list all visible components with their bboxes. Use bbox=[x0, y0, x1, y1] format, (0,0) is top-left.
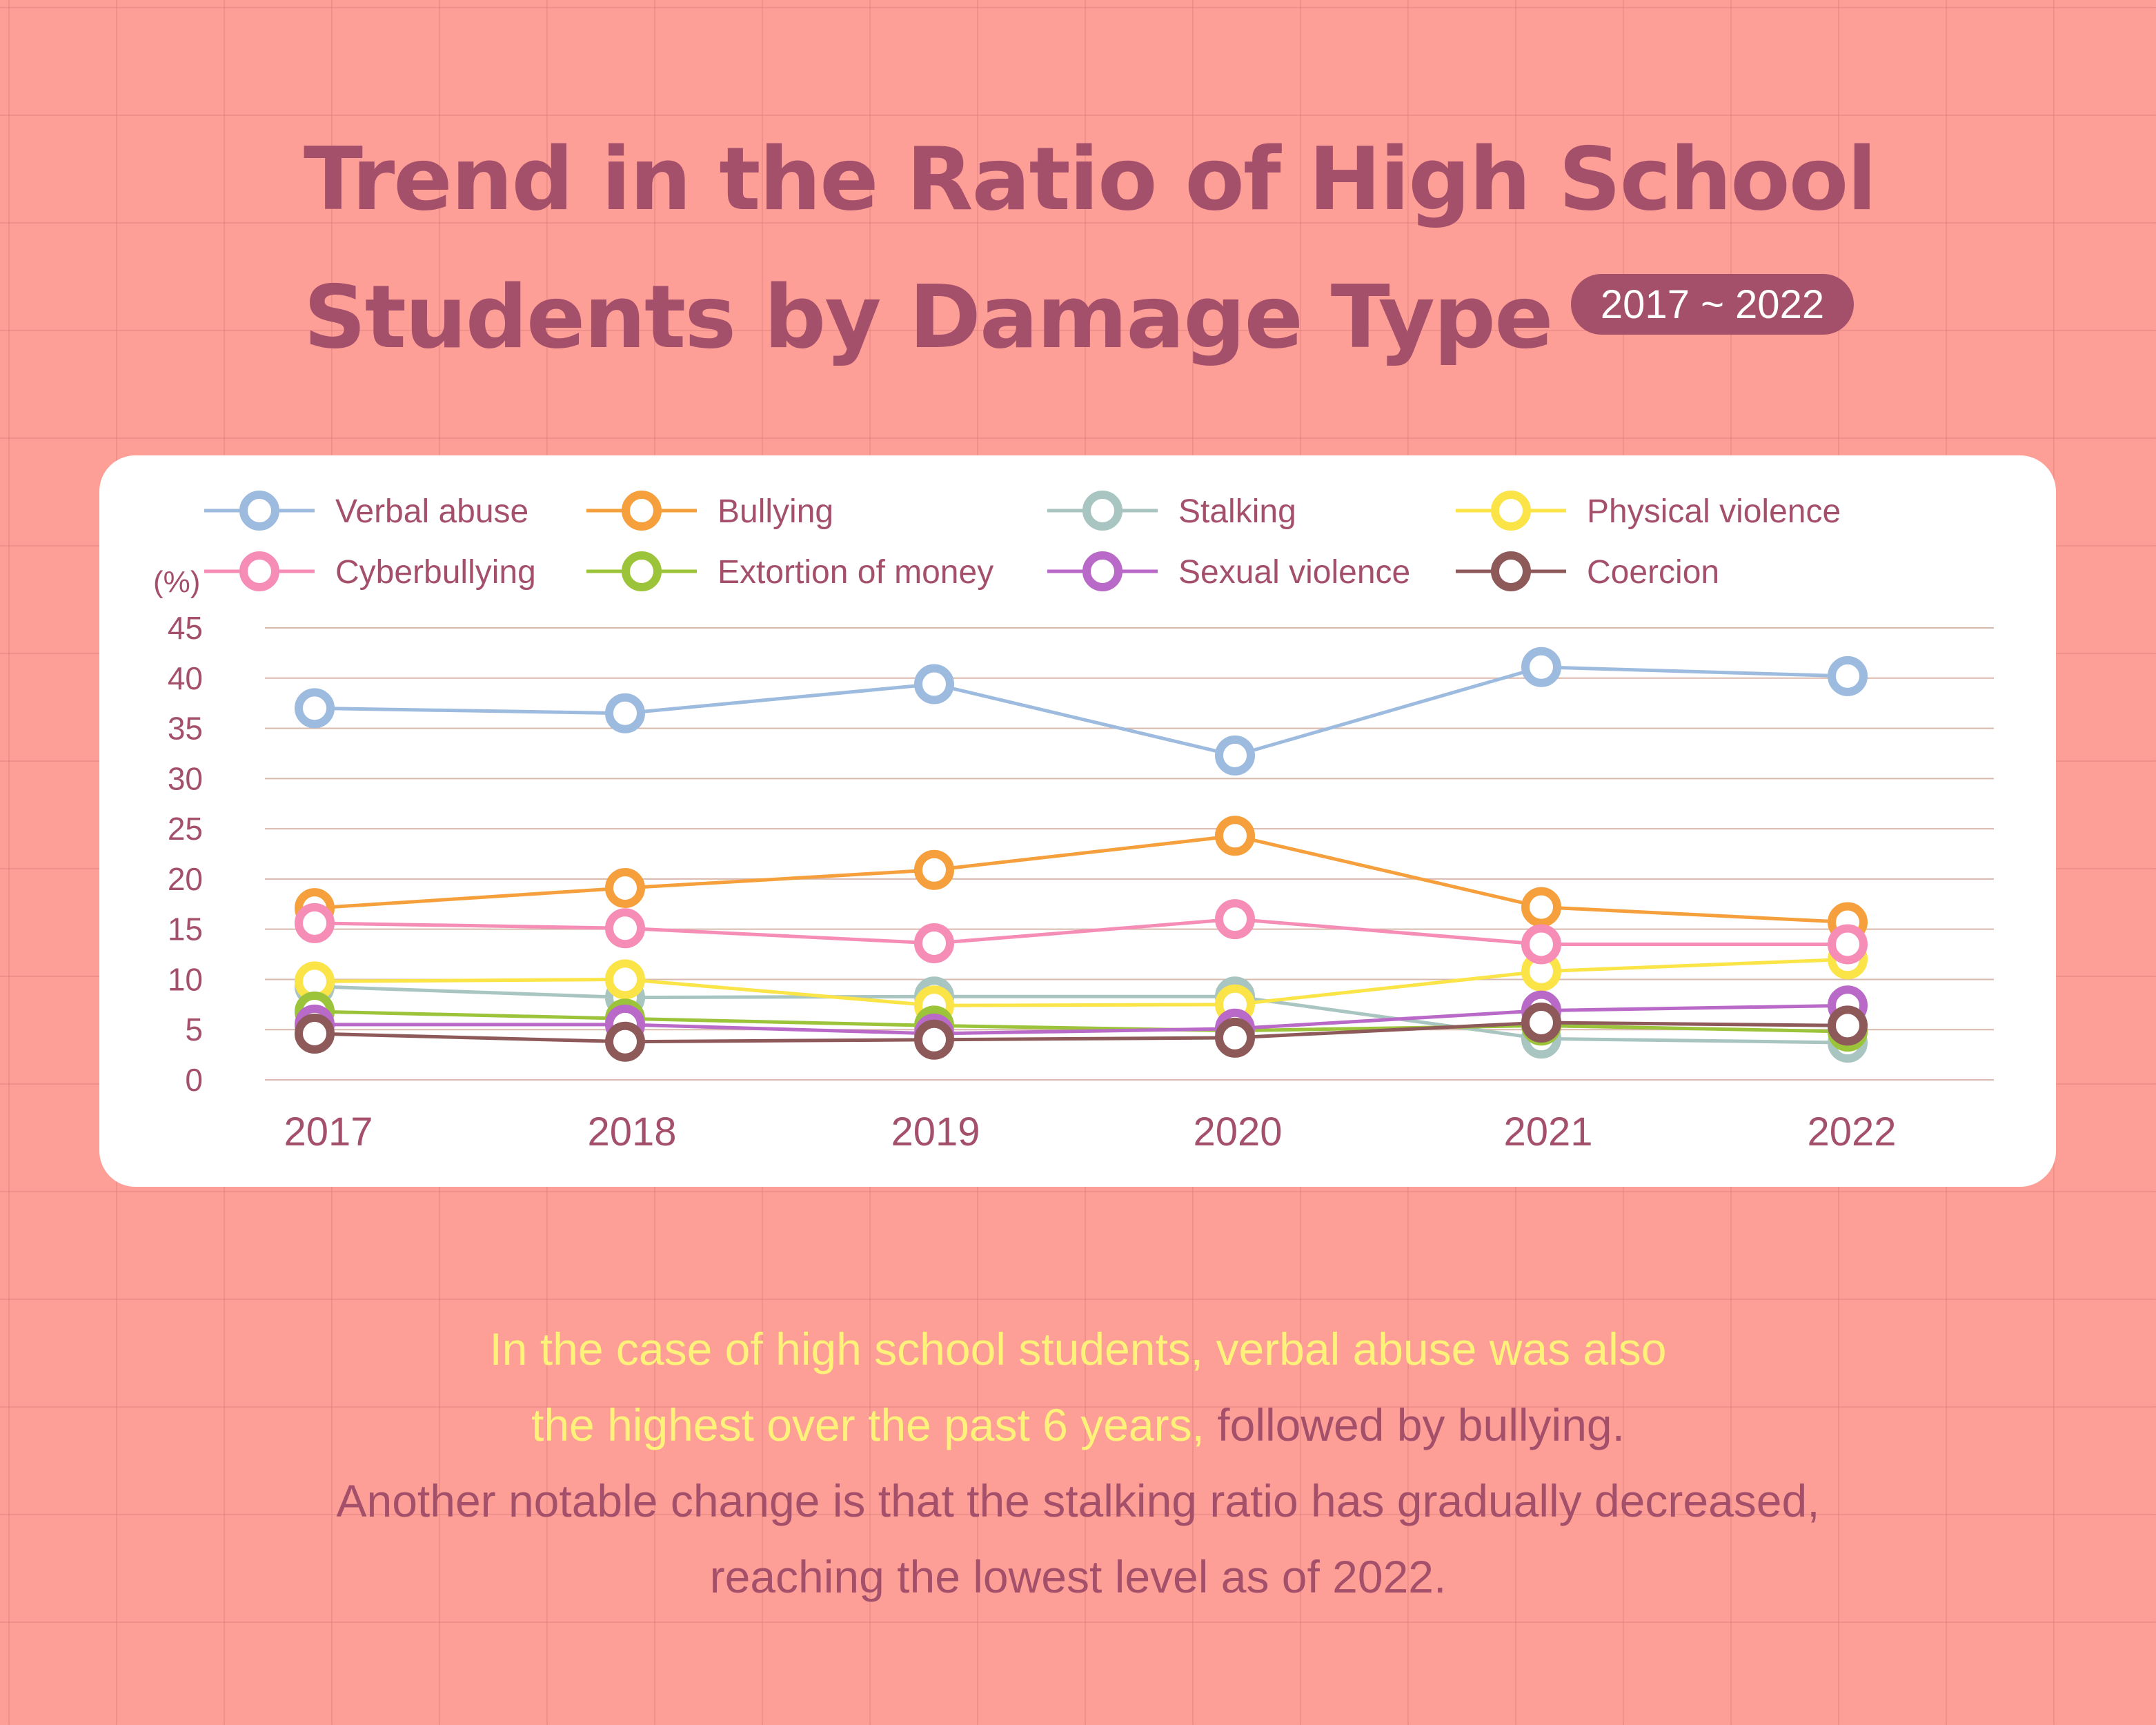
x-tick-label: 2022 bbox=[1807, 1110, 1896, 1154]
series-line bbox=[315, 1003, 1848, 1036]
data-point bbox=[295, 1014, 335, 1054]
legend-label: Stalking bbox=[1178, 493, 1296, 530]
legend-marker bbox=[622, 551, 662, 591]
y-tick-label: 40 bbox=[168, 660, 203, 696]
chart-title-line-2: Students by Damage Type bbox=[304, 266, 1554, 368]
caption-highlight-b: the highest over the past 6 years, bbox=[531, 1399, 1205, 1450]
series-line bbox=[314, 985, 1848, 1045]
legend-label: Verbal abuse bbox=[335, 493, 528, 530]
caption-paragraph-2: Another notable change is that the stalk… bbox=[0, 1463, 2156, 1615]
x-tick-label: 2020 bbox=[1193, 1110, 1282, 1154]
legend-marker bbox=[239, 551, 279, 591]
series-line bbox=[314, 1009, 1848, 1034]
data-point bbox=[1828, 924, 1868, 965]
data-point bbox=[914, 923, 954, 963]
series-line bbox=[314, 1021, 1848, 1044]
data-point bbox=[1215, 816, 1255, 856]
data-point bbox=[1521, 647, 1561, 687]
legend-item: Coercion bbox=[1456, 551, 1719, 591]
legend-label: Extortion of money bbox=[718, 554, 993, 591]
legend-marker bbox=[1082, 491, 1122, 531]
legend-item: Physical violence bbox=[1456, 491, 1841, 531]
y-tick-label: 20 bbox=[168, 861, 203, 897]
legend-marker bbox=[1491, 491, 1531, 531]
legend-marker bbox=[1082, 551, 1122, 591]
y-axis-label: (%) bbox=[153, 565, 200, 599]
data-point bbox=[1521, 924, 1561, 965]
x-tick-label: 2017 bbox=[284, 1110, 373, 1154]
data-point bbox=[605, 868, 645, 908]
y-tick-label: 30 bbox=[168, 760, 203, 796]
legend-item: Verbal abuse bbox=[204, 491, 528, 531]
data-point bbox=[1215, 899, 1255, 940]
chart-title-line-1: Trend in the Ratio of High School bbox=[304, 128, 1877, 230]
data-point bbox=[914, 664, 954, 704]
data-point bbox=[605, 959, 645, 1000]
data-point bbox=[1215, 735, 1255, 776]
series-line bbox=[314, 917, 1848, 946]
y-tick-label: 0 bbox=[185, 1062, 203, 1098]
x-tick-label: 2019 bbox=[891, 1110, 980, 1154]
data-point bbox=[1521, 887, 1561, 927]
legend-marker bbox=[622, 491, 662, 531]
chart-card: 0 5 10 15 20 25 30 35 40 45 (%) 2017 2018 2019 2020 202… bbox=[99, 455, 2056, 1187]
legend-label: Cyberbullying bbox=[335, 554, 536, 591]
data-point bbox=[914, 1019, 954, 1060]
period-badge: 2017 ~ 2022 bbox=[1571, 274, 1854, 335]
chart-title: Trend in the Ratio of High School Studen… bbox=[304, 110, 1877, 386]
x-tick-label: 2018 bbox=[587, 1110, 676, 1154]
y-tick-label: 35 bbox=[168, 711, 203, 747]
legend-item: Cyberbullying bbox=[204, 551, 536, 591]
data-point bbox=[605, 1021, 645, 1062]
data-point bbox=[605, 908, 645, 949]
legend-marker bbox=[1491, 551, 1531, 591]
data-point bbox=[1521, 1003, 1561, 1043]
data-point bbox=[1828, 656, 1868, 696]
legend-item: Extortion of money bbox=[586, 551, 993, 591]
data-point bbox=[914, 849, 954, 890]
caption-line-2: reaching the lowest level as of 2022. bbox=[709, 1551, 1447, 1602]
legend-label: Physical violence bbox=[1587, 493, 1841, 530]
data-point bbox=[295, 688, 335, 729]
legend-marker bbox=[239, 491, 279, 531]
data-point bbox=[1828, 1005, 1868, 1046]
data-point bbox=[1215, 1017, 1255, 1058]
legend-item: Stalking bbox=[1047, 491, 1296, 531]
y-tick-label: 25 bbox=[168, 811, 203, 847]
y-tick-label: 15 bbox=[168, 911, 203, 947]
legend-label: Bullying bbox=[718, 493, 833, 530]
x-tick-label: 2021 bbox=[1503, 1110, 1592, 1154]
y-tick-label: 5 bbox=[185, 1012, 203, 1047]
line-chart: 0 5 10 15 20 25 30 35 40 45 (%) 2017 2018 2019 2020 202… bbox=[153, 491, 1994, 1154]
y-tick-label: 10 bbox=[168, 961, 203, 997]
caption-highlight-a: In the case of high school students, ver… bbox=[489, 1323, 1667, 1374]
caption-paragraph-1: In the case of high school students, ver… bbox=[0, 1311, 2156, 1463]
legend-label: Coercion bbox=[1587, 554, 1719, 591]
legend-label: Sexual violence bbox=[1178, 554, 1410, 591]
y-tick-label: 45 bbox=[168, 610, 203, 646]
data-point bbox=[295, 903, 335, 943]
series-line bbox=[314, 834, 1848, 924]
series-line bbox=[314, 665, 1848, 758]
caption-rest: followed by bullying. bbox=[1204, 1399, 1625, 1450]
legend-item: Bullying bbox=[586, 491, 833, 531]
caption-line-1: Another notable change is that the stalk… bbox=[336, 1475, 1820, 1526]
data-point bbox=[605, 693, 645, 733]
legend-item: Sexual violence bbox=[1047, 551, 1410, 591]
series-line bbox=[314, 957, 1848, 1007]
